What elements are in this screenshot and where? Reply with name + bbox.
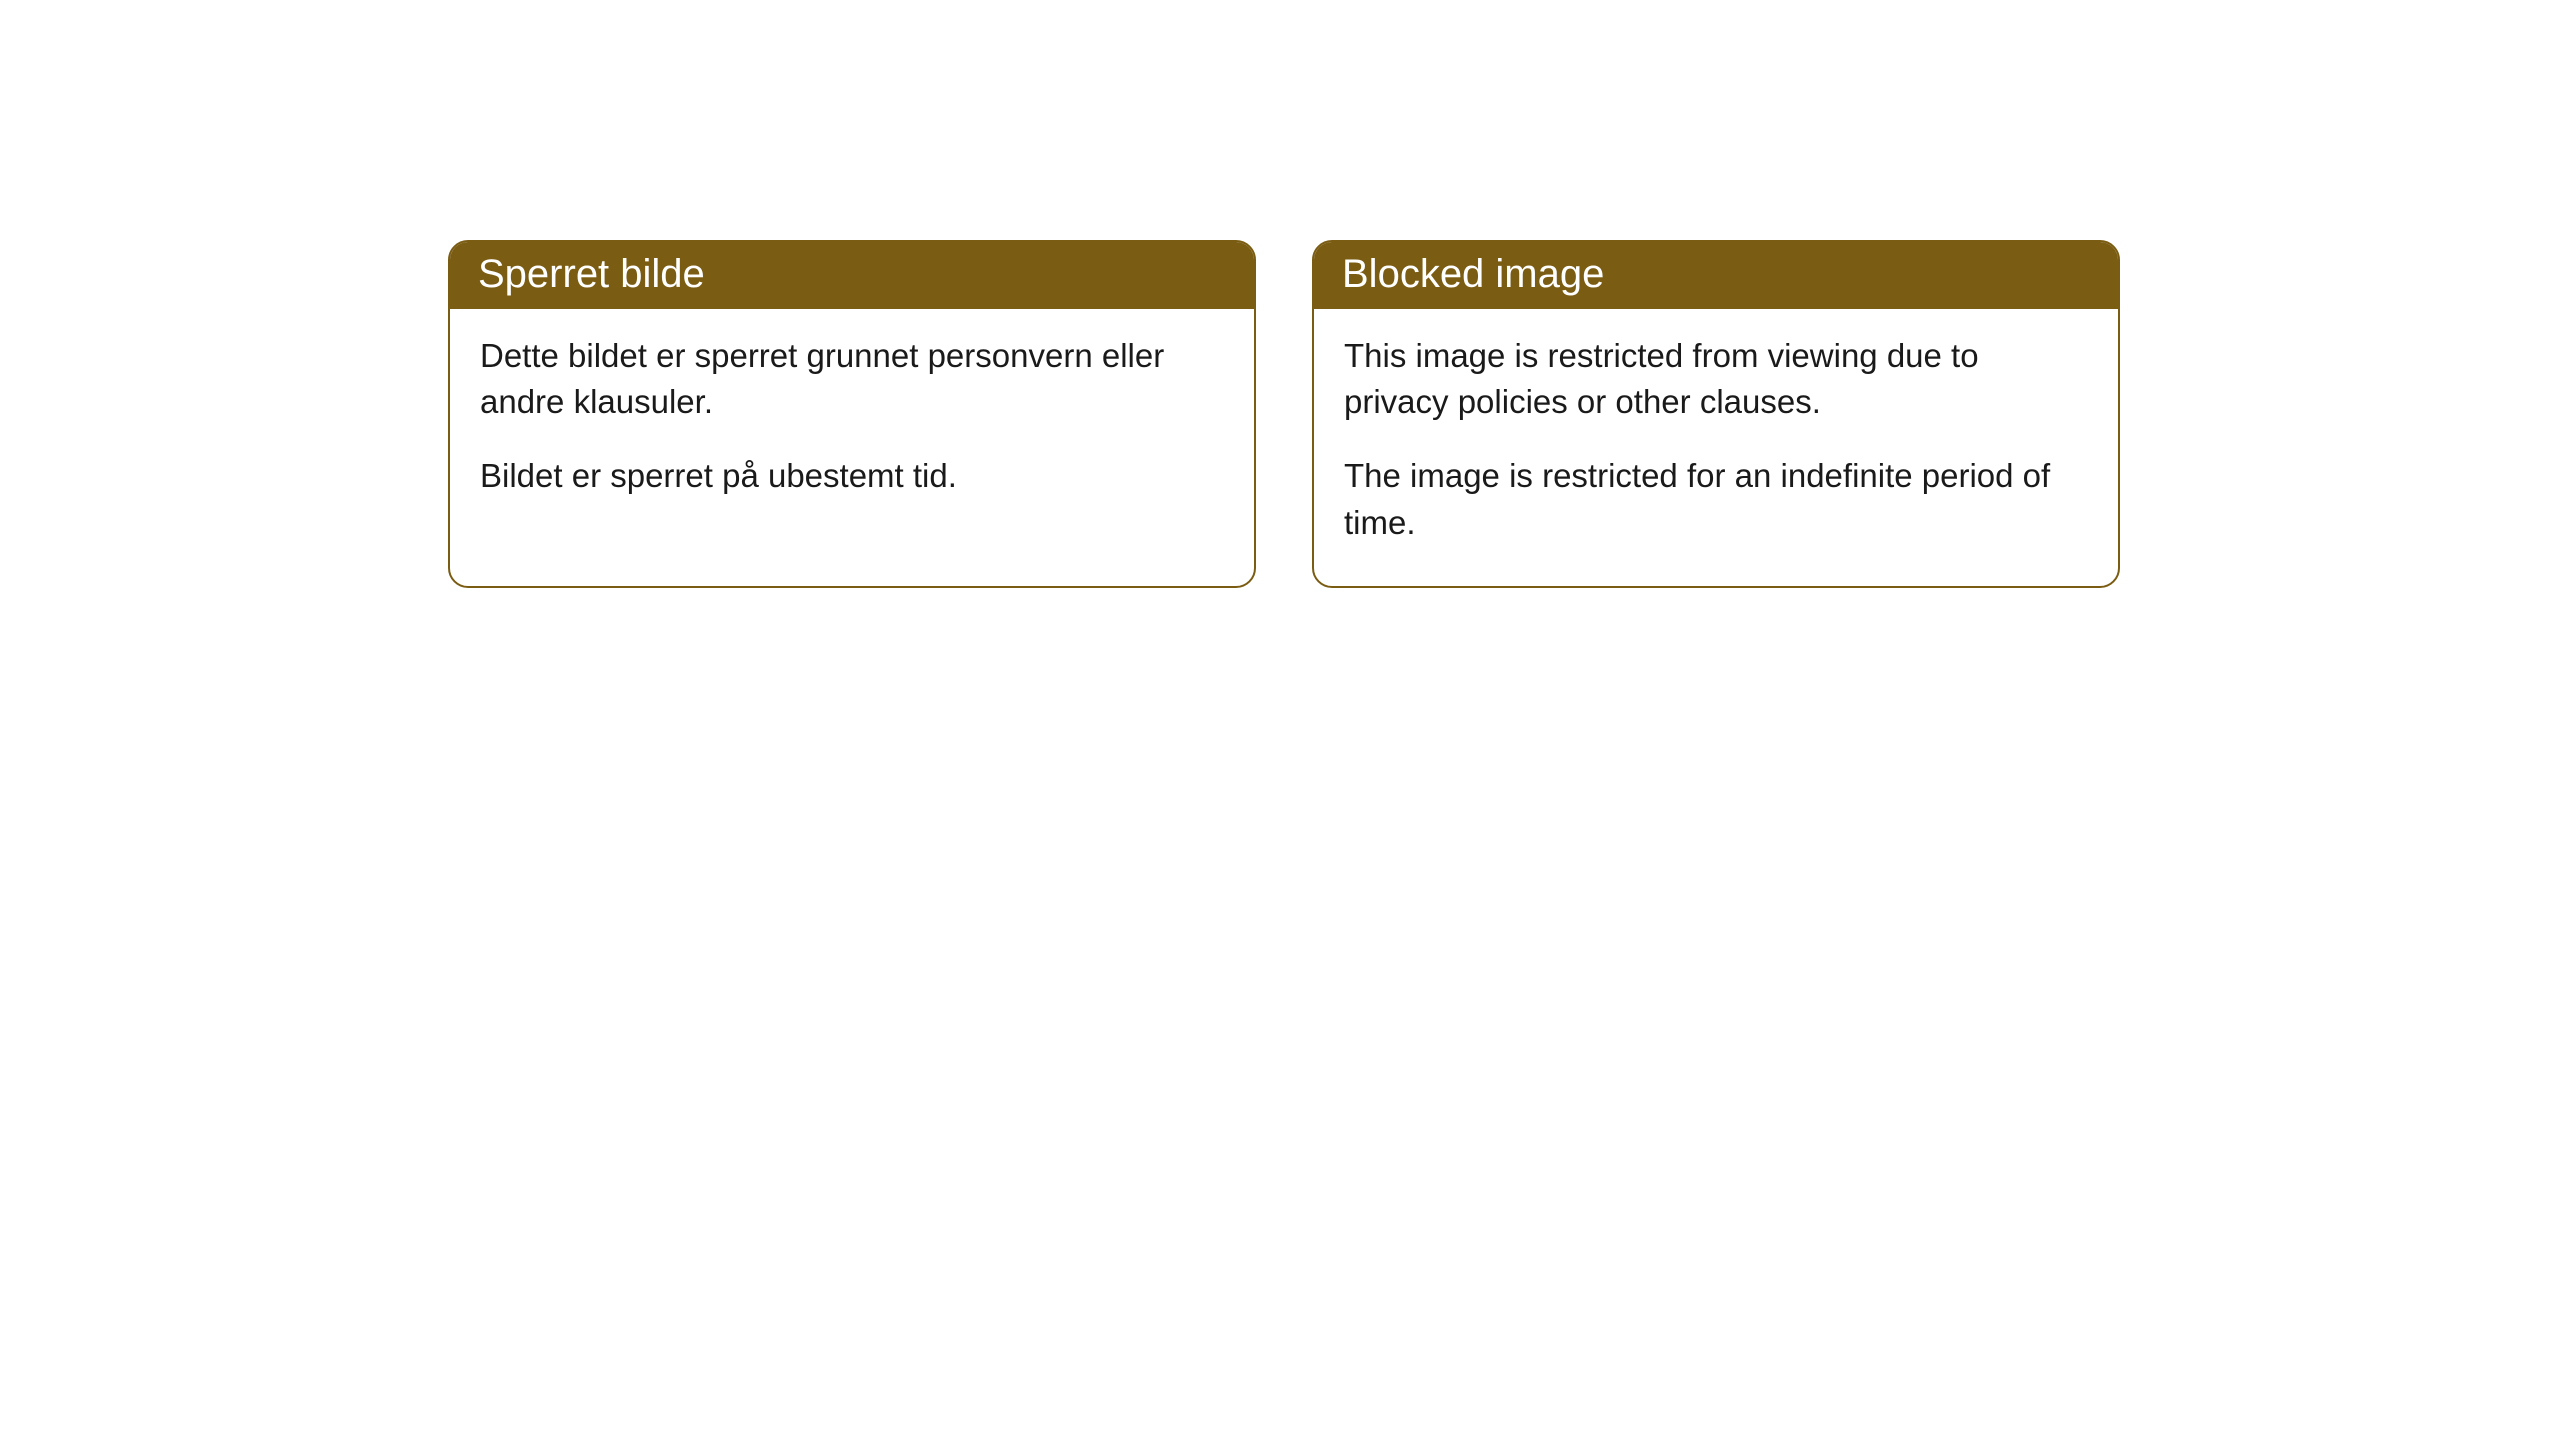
cards-container: Sperret bilde Dette bildet er sperret gr… [448,240,2560,588]
card-body: Dette bildet er sperret grunnet personve… [450,309,1254,540]
card-header: Blocked image [1314,242,2118,309]
card-paragraph: Bildet er sperret på ubestemt tid. [480,453,1224,499]
card-body: This image is restricted from viewing du… [1314,309,2118,586]
blocked-image-card-no: Sperret bilde Dette bildet er sperret gr… [448,240,1256,588]
card-paragraph: Dette bildet er sperret grunnet personve… [480,333,1224,425]
blocked-image-card-en: Blocked image This image is restricted f… [1312,240,2120,588]
card-paragraph: The image is restricted for an indefinit… [1344,453,2088,545]
card-paragraph: This image is restricted from viewing du… [1344,333,2088,425]
card-header: Sperret bilde [450,242,1254,309]
